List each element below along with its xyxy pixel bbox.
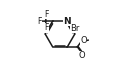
Text: N: N: [64, 17, 71, 26]
Text: F: F: [44, 23, 48, 32]
Text: F: F: [44, 10, 48, 19]
Text: O: O: [79, 51, 86, 60]
Text: F: F: [38, 17, 42, 26]
Text: O: O: [80, 36, 87, 45]
Text: Br: Br: [70, 24, 80, 33]
